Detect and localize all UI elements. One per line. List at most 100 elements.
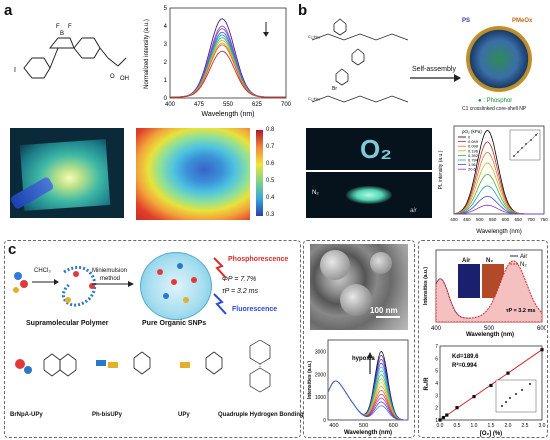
chart-b-legend-label: 20.6 <box>468 167 477 172</box>
chart-a-ytick: 1 <box>164 78 168 84</box>
panel-label-a: a <box>4 2 13 19</box>
chart-a-xtick: 700 <box>281 102 292 108</box>
n2-photo: N₂ air <box>306 172 432 218</box>
chart-b-xtick: 750 <box>540 217 548 222</box>
building-blocks <box>15 340 271 393</box>
hypoxia-series-line <box>327 358 408 421</box>
legend-n2: N₂ <box>520 262 527 268</box>
svg-text:F: F <box>68 24 72 30</box>
chart-a-ytick: 4 <box>164 24 168 30</box>
miniemulsion-arrow <box>92 281 134 287</box>
sv-data-point <box>445 413 449 417</box>
chart-s-xtick: 500 <box>484 326 495 332</box>
chart-b-xtick: 550 <box>489 217 497 222</box>
glow-spot <box>346 186 392 204</box>
chart-s-ylabel: Intensities (a.u.) <box>423 267 429 305</box>
chart-a-ytick: 3 <box>164 42 168 48</box>
svg-text:OH: OH <box>120 76 129 82</box>
sem-particle <box>370 252 392 274</box>
chart-a-xlabel: Wavelength (nm) <box>201 111 254 118</box>
hypoxia-arrow-head <box>367 352 373 358</box>
n2-vial-label: N₂ <box>486 258 493 264</box>
chart-h-ytick: 0 <box>323 418 326 424</box>
colorbar-tick: 0.8 <box>266 127 275 133</box>
chart-a-ytick: 5 <box>164 6 168 12</box>
chart-sv-ytick: 1 <box>435 418 438 424</box>
colorbar-tick: 0.5 <box>266 178 275 184</box>
chart-b-legend-label: 0.392 <box>468 153 479 158</box>
polymer-structure-b: Br C₁₂H₂₅ C₁₂H₂₅ <box>308 18 409 103</box>
chart-a-ytick: 0 <box>164 96 168 102</box>
glowing-film-photo <box>10 128 124 218</box>
panel-label-c: c <box>8 241 17 258</box>
chart-b-xlabel: Wavelength (nm) <box>476 229 521 235</box>
tau2-label: τP = 3.2 ms <box>506 308 535 314</box>
chart-b-xtick: 600 <box>502 217 510 222</box>
panel-c-charts-frame <box>418 240 548 438</box>
pure-organic-snp <box>140 252 212 320</box>
chart-h-ytick: 1000 <box>315 395 326 401</box>
chart-sv-xtick: 1.0 <box>471 423 478 429</box>
tau-label: τP = 3.2 ms <box>222 288 259 295</box>
svg-text:C₁₂H₂₅: C₁₂H₂₅ <box>308 96 320 101</box>
chart-h-xlabel: Wavelength (nm) <box>344 430 392 436</box>
legend-air: Air <box>520 254 527 260</box>
chart-a-series-line <box>170 44 286 98</box>
chart-h-xtick: 400 <box>329 423 338 429</box>
air-vial-label: Air <box>462 258 471 264</box>
decrease-arrow-head <box>263 32 269 37</box>
chart-b-xtick: 700 <box>527 217 535 222</box>
snp-dots <box>157 263 197 303</box>
method-label: method <box>100 276 121 282</box>
chart-sv-xtick: 0.5 <box>454 423 461 429</box>
sv-data-point <box>441 415 445 420</box>
chart-s-xlabel: Wavelength (nm) <box>466 332 514 338</box>
colorbar <box>256 130 263 216</box>
sem-particle <box>320 250 350 280</box>
qhb-label: Quadruple Hydrogen Bonding <box>218 412 304 418</box>
c1-label: C1 crosslinked core-shell NP <box>462 106 527 112</box>
chart-sv-xlabel: [O₂] (%) <box>480 431 502 437</box>
fluorescence-label: Fluorescence <box>232 306 278 313</box>
sem-particle <box>340 284 372 316</box>
sv-data-point <box>540 348 544 352</box>
svg-text:C₁₂H₂₅: C₁₂H₂₅ <box>308 34 320 39</box>
chart-a-frame <box>169 7 287 99</box>
sv-data-point <box>455 406 459 410</box>
chart-b-xtick: 500 <box>476 217 484 222</box>
chart-h-ytick: 2000 <box>315 372 326 378</box>
o2-photo: O₂ <box>306 128 432 170</box>
inset-point <box>525 143 527 145</box>
chart-sv-xtick: 1.5 <box>488 423 495 429</box>
chart-h-xtick: 500 <box>359 423 368 429</box>
chart-a-series-line <box>170 50 286 98</box>
pl-intensity-chart: 400 450 500 550 600 650 700 750 pO₂ (kPa)00.049… <box>438 125 548 235</box>
svg-text:F: F <box>56 24 60 30</box>
colorbar-tick: 0.3 <box>266 212 275 218</box>
hypoxia-series-line <box>327 362 408 421</box>
panel-label-b: b <box>298 2 308 19</box>
chart-s-xtick: 400 <box>431 326 442 332</box>
scale-label: 100 nm <box>370 306 398 315</box>
chart-b-legend-title: pO₂ (kPa) <box>462 129 482 134</box>
svg-text:Br: Br <box>332 86 337 92</box>
kd-label: Kd=189.6 <box>452 354 479 360</box>
chart-a-xtick: 550 <box>223 102 234 108</box>
chart-sv-xtick: 0.0 <box>437 423 444 429</box>
panel-c-scheme-frame <box>4 240 301 438</box>
miniemulsion-label: Miniemulsion <box>92 268 128 274</box>
chart-b-series-line <box>453 185 544 215</box>
svg-text:B: B <box>60 31 64 37</box>
normalized-intensity-chart: 400 475 550 625 700 0 1 2 3 4 5 Wavelength (nm) No… <box>144 6 292 118</box>
chart-a-series-line <box>170 18 286 98</box>
chart-h-ylabel: Intensities (a.u.) <box>307 361 313 399</box>
molecule-structure-a: I F F B O OH <box>14 24 129 82</box>
chart-h-ytick: 3000 <box>315 349 326 355</box>
panel-c-images-frame <box>303 240 415 438</box>
air-photo-label: air <box>410 208 417 214</box>
chart-b-xtick: 450 <box>463 217 471 222</box>
chart-b-legend-label: 0.196 <box>468 148 479 153</box>
hypoxia-series-line <box>327 380 408 421</box>
hypoxia-label: hypoxia <box>352 356 375 362</box>
core-shell-nanoparticle <box>466 26 532 92</box>
